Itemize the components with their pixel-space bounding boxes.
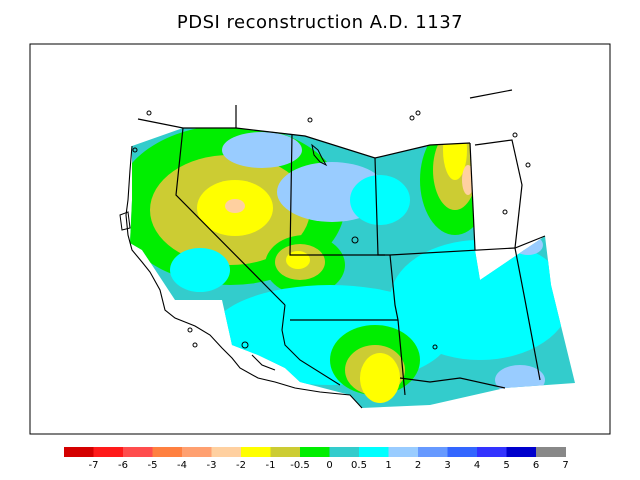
legend-swatch	[152, 447, 183, 457]
legend-tick-label: 3	[444, 460, 450, 471]
legend-swatch	[182, 447, 212, 457]
legend-tick-label: 5	[503, 460, 509, 471]
legend-swatch	[241, 447, 271, 457]
field-cyan-northcentral	[350, 175, 410, 225]
legend-tick-label: -0.5	[290, 460, 310, 471]
legend-swatch	[300, 447, 330, 457]
legend-swatch	[418, 447, 448, 457]
legend-tick-label: -7	[89, 460, 99, 471]
legend-tick-label: 2	[415, 460, 421, 471]
color-legend: -7 -6 -5 -4 -3 -2 -1 -0.5 0 0.5 1 2 3 4 5 6 7	[64, 447, 569, 471]
legend-swatch	[211, 447, 242, 457]
legend-tick-label: 4	[474, 460, 480, 471]
legend-tick-label: 6	[533, 460, 539, 471]
state-boundaries	[137, 89, 546, 396]
legend-tick-label: -2	[236, 460, 246, 471]
legend-swatch	[329, 447, 360, 457]
legend-swatch	[64, 447, 94, 457]
field-peach-northwest	[225, 199, 245, 213]
legend-tick-label: -5	[148, 460, 158, 471]
legend-swatch	[477, 447, 507, 457]
pdsi-field	[130, 128, 575, 408]
legend-tick-label: 0.5	[351, 460, 367, 471]
legend-swatch	[447, 447, 478, 457]
legend-tick-label: -6	[118, 460, 128, 471]
field-yellow-southcentral	[360, 353, 400, 403]
legend-swatch	[388, 447, 419, 457]
legend-swatch	[506, 447, 537, 457]
legend-swatch	[359, 447, 389, 457]
legend-tick-label: -1	[266, 460, 276, 471]
legend-tick-label: 0	[326, 460, 332, 471]
field-cyan-west	[170, 248, 230, 292]
page-title: PDSI reconstruction A.D. 1137	[176, 12, 464, 33]
legend-tick-label: -3	[207, 460, 217, 471]
legend-swatch	[93, 447, 124, 457]
lakes	[119, 110, 531, 350]
legend-tick-label: 1	[385, 460, 391, 471]
legend-tick-label: 7	[562, 460, 568, 471]
legend-swatch	[270, 447, 301, 457]
field-cyan-east	[390, 240, 570, 360]
legend-swatch	[536, 447, 566, 457]
legend-tick-label: -4	[177, 460, 187, 471]
great-salt-lake	[311, 143, 328, 167]
legend-swatch	[123, 447, 153, 457]
field-blue-northcentral	[222, 132, 302, 168]
